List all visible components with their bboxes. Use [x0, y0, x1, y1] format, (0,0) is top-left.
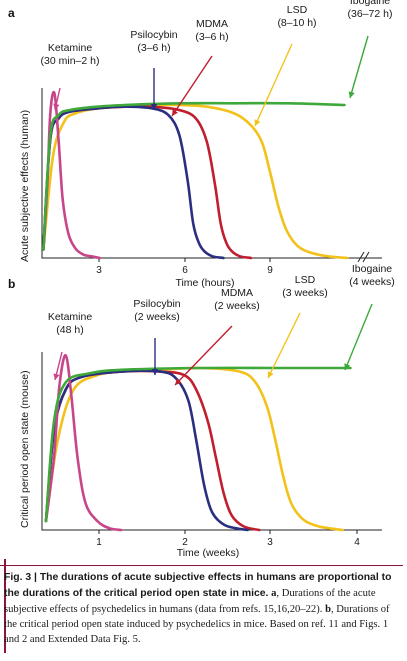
series-duration-label: (30 min–2 h) [41, 55, 100, 67]
panel-b-axes [41, 352, 382, 531]
annotation-arrow [267, 312, 301, 379]
arrow-head [150, 104, 158, 110]
arrow-head [254, 119, 261, 126]
series-name-label: Ketamine [48, 42, 93, 54]
arrow-head [53, 373, 60, 380]
panel-a-letter: a [8, 6, 15, 20]
series-name-label: MDMA [221, 287, 253, 299]
arrow-head [348, 91, 355, 98]
annotation-arrow [174, 325, 233, 386]
axis-break [357, 251, 370, 263]
series-duration-label: (48 h) [56, 324, 83, 336]
arrow-head [172, 109, 178, 116]
series-duration-label: (4 weeks) [349, 276, 395, 288]
arrow-head [175, 378, 182, 385]
series-line-lsd [44, 366, 344, 532]
series-name-label: MDMA [196, 18, 228, 30]
series-name-label: Psilocybin [133, 298, 180, 310]
x-tick-label: 6 [182, 265, 188, 276]
series-duration-label: (3–6 h) [195, 31, 228, 43]
x-tick-label: 4 [354, 537, 360, 548]
caption-accent-bar [4, 559, 6, 653]
arrow-head [344, 363, 351, 370]
annotation-arrow [344, 303, 373, 371]
panel-a: a Acute subjective effects (human) Time … [8, 0, 392, 289]
series-name-label: Ketamine [48, 311, 93, 323]
caption-a-text: , Durations of the acute subjective effe… [4, 587, 376, 615]
panel-b-ticks: 1 2 3 4 [96, 530, 360, 548]
panel-a-axes [41, 88, 382, 259]
annotation-arrow [349, 35, 369, 99]
panel-a-series [42, 90, 349, 260]
arrow-head [53, 103, 60, 110]
series-name-label: Psilocybin [130, 29, 177, 41]
series-line-lsd [42, 103, 349, 260]
series-line-ibogaine [42, 101, 346, 251]
caption-b-label: b [325, 603, 331, 615]
annotation-arrow [254, 43, 293, 127]
x-tick-label: 3 [96, 265, 102, 276]
x-tick-label: 2 [182, 537, 188, 548]
panel-b-annotations: Ketamine(48 h)Psilocybin(2 weeks)MDMA(2 … [48, 263, 395, 386]
panel-a-xlabel: Time (hours) [175, 277, 234, 289]
series-name-label: LSD [295, 274, 316, 286]
series-line-psilocybin [42, 105, 225, 260]
series-duration-label: (2 weeks) [134, 311, 180, 323]
caption-b-text: , Durations of the critical period open … [4, 603, 390, 646]
panel-a-annotations: Ketamine(30 min–2 h)Psilocybin(3–6 h)MDM… [41, 0, 393, 127]
arrow-head [151, 369, 159, 375]
x-tick-label: 3 [267, 537, 273, 548]
series-name-label: LSD [287, 4, 308, 16]
panel-b-letter: b [8, 277, 15, 291]
series-duration-label: (3–6 h) [137, 42, 170, 54]
figure-canvas: a Acute subjective effects (human) Time … [8, 0, 395, 559]
panel-b-ylabel: Critical period open state (mouse) [19, 370, 31, 528]
series-duration-label: (2 weeks) [214, 300, 260, 312]
panel-b-xlabel: Time (weeks) [177, 547, 240, 559]
series-line-psilocybin [44, 369, 249, 532]
panel-b-series [44, 354, 352, 532]
panel-a-ylabel: Acute subjective effects (human) [19, 110, 31, 262]
x-tick-label: 9 [267, 265, 273, 276]
series-line-ketamine [44, 354, 123, 532]
series-line-mdma [42, 105, 253, 260]
x-tick-label: 1 [96, 537, 102, 548]
series-name-label: Ibogaine [352, 263, 392, 275]
arrow-head [267, 371, 274, 378]
series-line-mdma [44, 369, 261, 532]
panel-b: b Critical period open state (mouse) Tim… [8, 263, 395, 559]
figure-caption: Fig. 3 | The durations of acute subjecti… [0, 565, 403, 647]
caption-lead: Fig. 3 | The durations of acute subjecti… [4, 572, 392, 599]
caption-a-label: a [271, 587, 277, 599]
annotation-arrow [171, 55, 213, 117]
series-duration-label: (8–10 h) [277, 17, 316, 29]
series-duration-label: (36–72 h) [348, 8, 393, 20]
series-name-label: Ibogaine [350, 0, 390, 7]
panel-a-ticks: 3 6 9 [96, 258, 273, 276]
series-line-ibogaine [44, 366, 352, 523]
series-duration-label: (3 weeks) [282, 287, 328, 299]
